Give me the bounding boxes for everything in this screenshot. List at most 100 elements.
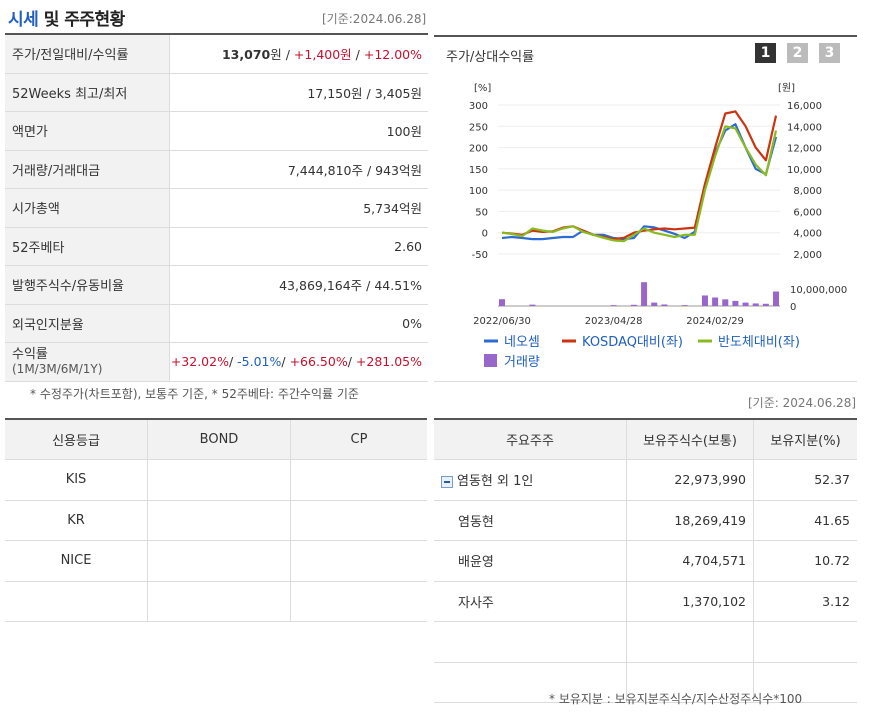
volume-tick-label: 10,000,000 xyxy=(790,285,847,296)
right-tick-label: 14,000 xyxy=(787,122,822,133)
return-3m: -5.01% xyxy=(237,354,282,370)
holder-pct xyxy=(753,661,857,703)
legend-volume: 거래량 xyxy=(504,355,540,370)
table-row: KIS xyxy=(5,459,427,501)
price-unit: 원 xyxy=(270,47,282,63)
bond-rating xyxy=(147,499,291,541)
legend-semi: 반도체대비(좌) xyxy=(718,335,800,350)
chart-grid xyxy=(498,104,780,307)
returns-value: +32.02%/ -5.01%/ +66.50%/ +281.05% xyxy=(169,342,428,382)
agency xyxy=(5,580,148,622)
return-1m: +32.02% xyxy=(170,354,229,370)
cp-rating xyxy=(290,580,427,622)
cp-rating xyxy=(290,540,427,582)
table-row: 액면가 100원 xyxy=(5,111,428,151)
holder-shares: 22,973,990 xyxy=(626,459,754,501)
chart-button-3[interactable]: 3 xyxy=(819,43,840,63)
divider xyxy=(5,33,428,35)
row-label: 주가/전일대비/수익률 xyxy=(5,35,170,74)
col-header: CP xyxy=(290,419,427,460)
left-tick-label: 100 xyxy=(469,186,488,197)
series-line-neosem xyxy=(501,123,778,241)
agency: KR xyxy=(5,499,148,541)
row-value: 17,150원 / 3,405원 xyxy=(169,73,428,112)
holder-name: 염동현 외 1인 xyxy=(434,459,627,501)
volume-bar xyxy=(762,303,769,306)
holder-pct: 3.12 xyxy=(753,580,857,622)
legend-neosem: 네오셈 xyxy=(504,335,540,350)
left-axis: 300 250 200 150 100 50 0 -50 xyxy=(469,101,488,261)
row-label: 52주베타 xyxy=(5,227,170,266)
table-row: 배윤영 4,704,571 10.72 xyxy=(434,540,857,582)
right-axis-unit: [원] xyxy=(778,82,795,94)
chart-button-1[interactable]: 1 xyxy=(755,43,776,63)
holder-shares: 1,370,102 xyxy=(626,580,754,622)
row-label: 액면가 xyxy=(5,111,170,151)
holder-name-text: 염동현 외 1인 xyxy=(457,474,534,490)
x-tick-label: 2022/06/30 xyxy=(473,316,531,327)
holder-pct: 52.37 xyxy=(753,459,857,501)
holder-pct xyxy=(753,621,857,663)
holder-shares: 18,269,419 xyxy=(626,499,754,541)
x-tick-label: 2023/04/28 xyxy=(585,316,643,327)
return-1y: +281.05% xyxy=(355,354,422,370)
holder-pct: 10.72 xyxy=(753,540,857,582)
footnote-holding-ratio: * 보유지분 : 보유지분주식수/지수산정주식수*100 xyxy=(549,692,803,706)
row-label: 외국인지분율 xyxy=(5,304,170,343)
row-value: 43,869,164주 / 44.51% xyxy=(169,265,428,305)
row-value: 100원 xyxy=(169,111,428,151)
table-row: 52주베타 2.60 xyxy=(5,227,428,266)
row-value: 2.60 xyxy=(169,227,428,266)
table-row: 수익률 (1M/3M/6M/1Y) +32.02%/ -5.01%/ +66.50… xyxy=(5,342,428,382)
left-tick-label: 0 xyxy=(482,229,488,240)
legend-swatch-volume xyxy=(484,354,497,367)
returns-label: 수익률 (1M/3M/6M/1Y) xyxy=(5,342,170,382)
price-value: 13,070원 / +1,400원 / +12.00% xyxy=(169,35,428,74)
row-value: 0% xyxy=(169,304,428,343)
page-title-rest: 및 주주현황 xyxy=(38,10,126,30)
chart-panel xyxy=(434,35,857,382)
row-label: 발행주식수/유동비율 xyxy=(5,265,170,305)
chart-button-2[interactable]: 2 xyxy=(787,43,808,63)
table-row: 염동현 18,269,419 41.65 xyxy=(434,499,857,541)
volume-bar xyxy=(732,300,739,306)
row-label: 시가총액 xyxy=(5,188,170,228)
holder-pct: 41.65 xyxy=(753,499,857,541)
right-tick-label: 6,000 xyxy=(793,207,822,218)
separator: / xyxy=(281,354,290,370)
agency: KIS xyxy=(5,459,148,501)
row-label: 거래량/거래대금 xyxy=(5,150,170,189)
page-title: 시세 및 주주현황 xyxy=(8,5,125,30)
table-row: 52Weeks 최고/최저 17,150원 / 3,405원 xyxy=(5,73,428,112)
price-info-table: 주가/전일대비/수익률 13,070원 / +1,400원 / +12.00% … xyxy=(5,35,428,382)
major-shareholders-table: 주요주주 보유주식수(보통) 보유지분(%) 염동현 외 1인 22,973,9… xyxy=(434,418,857,703)
holder-name: 염동현 xyxy=(434,499,627,541)
table-row xyxy=(434,661,857,703)
table-row: 발행주식수/유동비율 43,869,164주 / 44.51% xyxy=(5,265,428,305)
agency: NICE xyxy=(5,540,148,582)
returns-sublabel: (1M/3M/6M/1Y) xyxy=(12,361,103,376)
bond-rating xyxy=(147,580,291,622)
holder-shares: 4,704,571 xyxy=(626,540,754,582)
right-tick-label: 12,000 xyxy=(787,144,822,155)
holders-base-date: [기준: 2024.06.28] xyxy=(748,396,857,410)
table-row: 시가총액 5,734억원 xyxy=(5,188,428,228)
right-tick-label: 10,000 xyxy=(787,165,822,176)
bond-rating xyxy=(147,459,291,501)
table-row: 주가/전일대비/수익률 13,070원 / +1,400원 / +12.00% xyxy=(5,35,428,74)
x-tick-label: 2024/02/29 xyxy=(686,316,744,327)
row-value: 5,734억원 xyxy=(169,188,428,228)
table-header: 신용등급 BOND CP xyxy=(5,419,427,460)
collapse-icon[interactable] xyxy=(441,475,453,488)
page-title-highlight: 시세 xyxy=(8,10,39,30)
chart-title: 주가/상대수익률 xyxy=(446,50,535,65)
volume-bar xyxy=(722,299,729,306)
right-tick-label: 8,000 xyxy=(793,186,822,197)
table-row: 거래량/거래대금 7,444,810주 / 943억원 xyxy=(5,150,428,189)
table-row xyxy=(5,580,427,622)
price-chart: 300 250 200 150 100 50 0 -50 16,000 14,000 12,000… xyxy=(469,82,847,370)
bond-rating xyxy=(147,540,291,582)
row-label: 52Weeks 최고/최저 xyxy=(5,73,170,112)
holder-name: 자사주 xyxy=(434,580,627,622)
holder-name xyxy=(434,621,627,663)
